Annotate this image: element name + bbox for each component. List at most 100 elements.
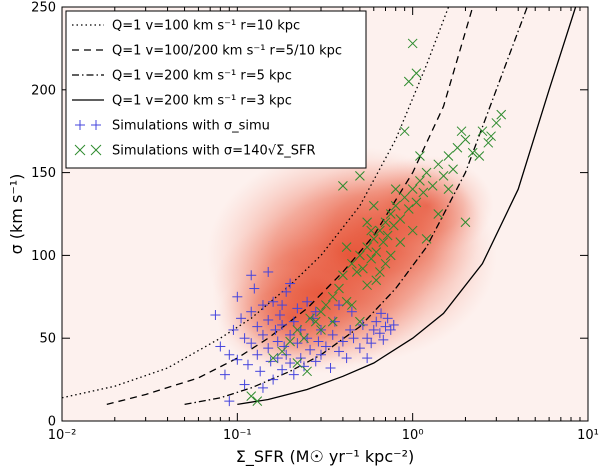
x-marker [268,353,278,363]
x-marker [390,200,401,211]
plus-marker [354,343,365,354]
plus-marker [376,308,387,319]
legend-label: Q=1 v=200 km s⁻¹ r=5 kpc [112,69,292,84]
x-marker [347,300,357,310]
x-tick-label: 10⁻¹ [223,428,252,443]
legend-entry: Q=1 v=200 km s⁻¹ r=3 kpc [72,94,292,109]
x-marker [362,217,372,228]
plus-marker [333,300,344,311]
x-marker [403,76,414,87]
x-marker [371,247,382,257]
plus-marker [257,329,268,340]
plus-marker [219,369,230,380]
plus-marker [341,353,352,364]
plus-marker [215,341,226,352]
simulation-points [210,38,507,407]
x-marker [302,366,312,377]
x-marker [491,118,502,128]
plus-marker [224,349,235,360]
plus-marker [378,334,389,345]
curve-solid [237,7,577,406]
plus-marker [224,396,235,407]
plus-marker [310,306,321,317]
x-marker [415,151,425,161]
x-marker [477,126,488,137]
x-marker [421,167,432,178]
x-marker [452,142,463,153]
x-marker [460,217,471,228]
curve-dashed [106,7,474,406]
plus-marker [346,306,357,317]
legend-marker-x [74,144,86,156]
plus-marker [210,310,221,321]
plus-marker [268,296,279,307]
x-marker [467,147,478,158]
legend-box [65,10,367,169]
x-marker [448,164,458,175]
legend-marker-x [90,144,102,156]
plus-marker [292,303,303,314]
plus-marker [288,316,299,327]
y-tick-label: 0 [48,415,56,430]
x-marker [338,180,348,191]
plus-marker [272,336,283,347]
x-marker [355,250,365,261]
x-marker [371,275,382,286]
x-marker [358,263,368,274]
plus-marker [252,321,263,332]
legend-entry: Q=1 v=100 km s⁻¹ r=10 kpc [72,19,300,34]
x-marker [395,214,406,224]
y-tick-label: 250 [31,1,56,16]
plus-marker [242,359,253,370]
x-marker [299,333,309,344]
plus-marker [285,278,296,289]
x-marker [433,209,444,219]
x-marker [427,180,438,191]
plus-marker [281,349,292,360]
plus-marker [337,336,348,347]
plus-marker [327,329,338,340]
plus-marker [265,356,276,367]
x-marker [380,258,391,269]
x-marker [418,187,429,198]
plus-marker [313,336,324,347]
x-marker [338,270,348,281]
legend-entry: Simulations with σ=140√Σ_SFR [74,144,316,159]
legend-marker-plus [75,120,85,130]
x-marker [460,134,471,145]
x-marker [277,346,287,357]
plus-marker [255,366,266,377]
x-marker [443,184,454,195]
x-marker [285,336,295,347]
plus-marker [239,379,250,390]
plus-marker [292,338,303,349]
plus-marker [263,343,274,354]
plus-marker [366,338,377,349]
plus-marker [263,314,274,325]
x-marker [362,280,372,291]
x-marker [496,109,507,120]
plus-marker [246,270,257,281]
plus-marker [320,341,331,352]
x-marker [399,192,410,203]
plus-marker [228,324,239,335]
x-marker [407,184,418,195]
plus-marker [252,349,263,360]
plus-marker [277,319,288,330]
x-marker [292,325,303,335]
x-marker [375,225,385,236]
plus-marker [288,369,299,380]
x-marker [380,217,391,228]
y-tick-label: 100 [31,249,56,264]
plus-marker [236,313,247,324]
x-marker [347,258,357,269]
model-curves [62,7,577,406]
y-tick-label: 150 [31,166,56,181]
plus-marker [257,300,268,311]
x-marker [407,225,418,236]
plus-marker [345,324,356,335]
x-marker [385,209,396,219]
x-marker [327,316,338,327]
plus-marker [380,321,391,332]
